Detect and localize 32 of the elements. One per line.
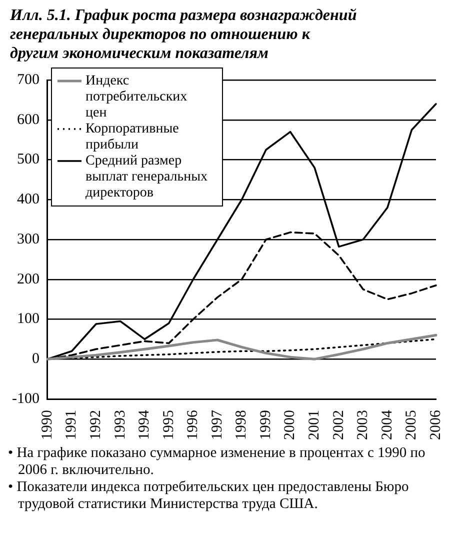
x-tick-label: 1999	[258, 410, 274, 440]
y-tick-label: 400	[16, 192, 40, 208]
chart-title: Илл. 5.1. График роста размера вознаграждений генеральных директоров по отношению к другим экономическим показателям	[9, 6, 358, 63]
y-tick-label: -100	[12, 390, 40, 407]
y-tick-label: 600	[16, 112, 40, 128]
x-tick-label: 2002	[330, 410, 347, 440]
x-tick-label: 1993	[112, 410, 128, 440]
text: • На графике показано суммарное изменение в процентах с 1990 по 2006 г. включительно.	[8, 445, 426, 479]
x-tick-label: 1991	[64, 410, 80, 440]
x-tick-label: 1997	[209, 410, 226, 440]
legend-label: Индекс потребительских цен	[85, 74, 188, 121]
x-tick-label: 2004	[379, 410, 396, 440]
x-tick-label: 1998	[234, 410, 250, 440]
x-tick-label: 1994	[136, 410, 153, 440]
x-tick-label: 1990	[39, 410, 56, 440]
x-tick-label: 2000	[282, 410, 298, 440]
x-tick-label: 2005	[404, 410, 420, 440]
y-tick-label: 200	[16, 271, 40, 288]
x-tick-label: 1996	[185, 410, 202, 440]
y-tick-label: 100	[16, 311, 40, 328]
legend-label: Средний размер выплат генеральных директоров	[85, 154, 208, 201]
text: • Показатели индекса потребительских цен предоставлены Бюро трудовой статистики Министерства труда США.	[8, 479, 410, 513]
x-tick-label: 1992	[88, 410, 104, 440]
x-tick-label: 2003	[355, 410, 372, 440]
x-tick-label: 2006	[428, 410, 444, 440]
y-tick-label: 500	[16, 152, 40, 168]
y-tick-label: 300	[16, 231, 40, 248]
legend-label: Корпоративные прибыли	[85, 122, 179, 153]
y-tick-label: 0	[32, 351, 40, 368]
x-tick-label: 2001	[306, 410, 323, 440]
y-tick-label: 700	[16, 72, 40, 88]
x-tick-label: 1995	[160, 410, 177, 440]
